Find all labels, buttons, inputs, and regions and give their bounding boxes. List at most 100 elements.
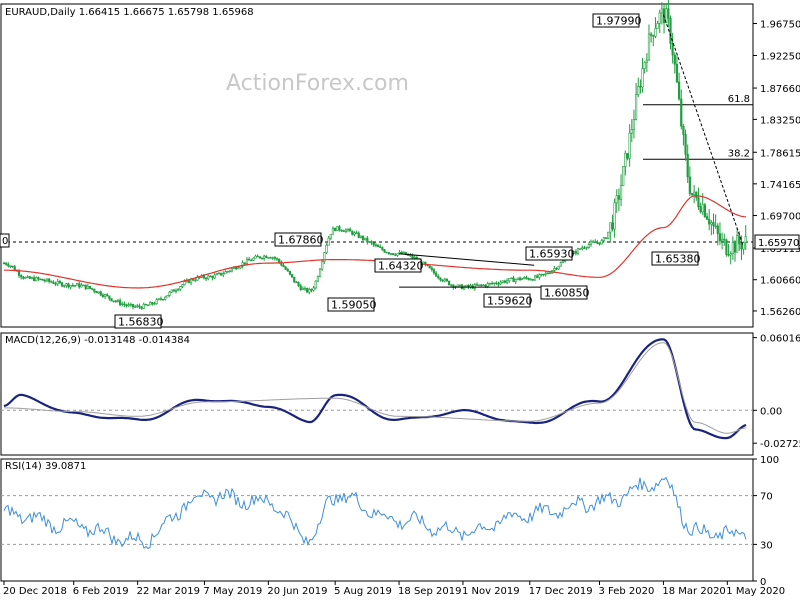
candle-body xyxy=(243,262,246,265)
candle-body xyxy=(482,284,485,287)
candle-body xyxy=(32,277,36,282)
candle-body xyxy=(56,281,59,285)
candle-body xyxy=(336,226,339,231)
candle-body xyxy=(267,257,270,259)
candle-body xyxy=(531,279,534,281)
candle-body xyxy=(312,287,315,291)
candle-body xyxy=(602,237,605,241)
annotation-box-8 xyxy=(114,314,162,329)
candle-body xyxy=(705,216,709,220)
candle-body xyxy=(710,222,713,225)
candle-body xyxy=(162,298,165,301)
candle-body xyxy=(675,63,679,83)
candle-body xyxy=(385,251,388,254)
candle-body xyxy=(80,284,83,288)
candle-body xyxy=(116,300,120,302)
candle-body xyxy=(11,265,14,268)
candle-body xyxy=(538,274,541,278)
x-tick-label-11: 1 May 2020 xyxy=(726,586,785,597)
price-tick-label-3: 1.83250 xyxy=(760,115,800,126)
candle-body xyxy=(413,257,416,259)
candle-body xyxy=(237,267,240,270)
candle-body xyxy=(13,266,16,271)
candle-body xyxy=(667,8,670,19)
annotation-label-4: 1.59620 xyxy=(487,295,533,308)
candle-body xyxy=(26,276,29,278)
x-tick-label-8: 17 Dec 2019 xyxy=(529,586,593,597)
candle-body xyxy=(37,277,40,280)
candle-body xyxy=(527,277,530,280)
candle-body xyxy=(359,235,363,238)
candle-body xyxy=(275,258,279,260)
candle-body xyxy=(174,289,178,292)
candle-body xyxy=(241,262,244,267)
rsi-series-0 xyxy=(3,476,747,550)
macd-tick-label-1: 0.00 xyxy=(760,406,782,417)
candle-body xyxy=(342,230,345,232)
candle-body xyxy=(9,265,12,268)
candle-body xyxy=(35,277,38,282)
candle-body xyxy=(2,262,6,265)
candle-body xyxy=(594,241,597,243)
price-panel: 1.96750 1.92250 1.87660 1.83250 1.78615 1.741… xyxy=(0,0,800,329)
candle-body xyxy=(181,284,184,287)
candle-body xyxy=(39,278,42,281)
main-frame xyxy=(0,3,754,328)
candle-body xyxy=(187,279,191,284)
candle-body xyxy=(101,294,104,297)
candle-body xyxy=(553,268,556,271)
candle-body xyxy=(499,281,502,285)
candle-body xyxy=(540,273,543,276)
x-tick-label-7: 1 Nov 2019 xyxy=(462,586,520,597)
candle-body xyxy=(82,284,85,287)
candle-body xyxy=(78,283,81,288)
candle-body xyxy=(22,276,25,279)
candle-body xyxy=(290,274,294,278)
candle-body xyxy=(660,8,663,14)
candle-body xyxy=(329,234,332,239)
candle-body xyxy=(626,153,629,159)
candle-body xyxy=(209,275,212,278)
candle-body xyxy=(112,300,115,302)
candle-body xyxy=(142,303,145,309)
price-tick-label-5: 1.74165 xyxy=(760,180,800,191)
candle-body xyxy=(596,242,599,244)
candle-body xyxy=(265,255,268,259)
candle-body xyxy=(278,258,281,263)
candle-body xyxy=(643,61,646,69)
x-tick-label-2: 22 Mar 2019 xyxy=(137,586,200,597)
candle-body xyxy=(394,254,397,256)
annotation-label-8: 1.56830 xyxy=(118,316,164,329)
candle-body xyxy=(546,272,550,275)
candle-body xyxy=(585,246,588,249)
candle-body xyxy=(441,279,444,282)
candle-body xyxy=(230,268,234,272)
candle-body xyxy=(583,247,586,249)
macd-tick-label-0: 0.060165 xyxy=(760,334,800,345)
candle-body xyxy=(514,279,517,282)
candle-body xyxy=(579,248,582,250)
candle-body xyxy=(622,166,625,186)
candle-body xyxy=(271,257,274,259)
candle-body xyxy=(647,33,651,61)
candle-body xyxy=(108,295,111,299)
candle-body xyxy=(286,269,289,272)
candle-body xyxy=(654,28,657,37)
annotation-box-7 xyxy=(651,251,699,266)
candle-body xyxy=(628,132,631,159)
annotation-box-5 xyxy=(540,285,588,300)
candle-body xyxy=(447,280,451,286)
price-tick-label-0: 1.96750 xyxy=(760,20,800,31)
left-price-box xyxy=(0,233,10,248)
candle-body xyxy=(364,237,367,241)
candle-body xyxy=(478,284,481,286)
candle-body xyxy=(439,277,442,281)
candle-body xyxy=(144,303,148,306)
candle-body xyxy=(157,298,160,300)
candle-body xyxy=(84,284,87,290)
candle-body xyxy=(30,277,34,279)
candle-body xyxy=(387,252,390,254)
candle-body xyxy=(164,296,167,300)
candle-body xyxy=(533,275,537,281)
candle-body xyxy=(465,284,468,288)
